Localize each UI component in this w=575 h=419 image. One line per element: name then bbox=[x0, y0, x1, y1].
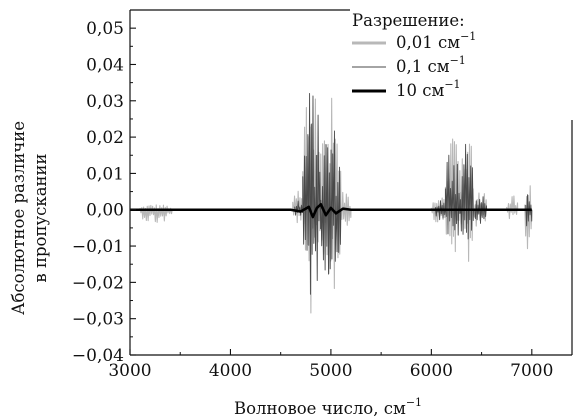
y-tick-label: 0,03 bbox=[86, 92, 124, 112]
legend: Разрешение: 0,01 см−10,1 см−110 см−1 bbox=[352, 11, 476, 100]
y-tick-label: −0,02 bbox=[72, 273, 124, 293]
x-tick-label: 4000 bbox=[209, 361, 252, 381]
y-tick-label: −0,01 bbox=[72, 237, 124, 257]
x-axis-title: Волновое число, см−1 bbox=[234, 396, 422, 418]
x-tick-label: 6000 bbox=[410, 361, 453, 381]
legend-label-3: 10 см−1 bbox=[396, 78, 461, 100]
legend-label-2: 0,1 см−1 bbox=[396, 54, 466, 76]
y-tick-label: −0,04 bbox=[72, 346, 124, 366]
y-tick-label: 0,01 bbox=[86, 164, 124, 184]
y-axis-title-line1: Абсолютное различие bbox=[9, 121, 28, 315]
y-tick-label: 0,05 bbox=[86, 19, 124, 39]
y-axis-title-line2: в пропускании bbox=[31, 153, 50, 282]
x-tick-label: 5000 bbox=[309, 361, 352, 381]
series-layer bbox=[130, 92, 533, 314]
x-tick-label: 7000 bbox=[510, 361, 553, 381]
x-axis-title-text: Волновое число, см bbox=[234, 399, 406, 418]
axes-layer bbox=[129, 9, 573, 356]
legend-title: Разрешение: bbox=[352, 11, 465, 30]
legend-entries: 0,01 см−10,1 см−110 см−1 bbox=[352, 30, 476, 100]
y-tick-label: 0,02 bbox=[86, 128, 124, 148]
series-2-line bbox=[294, 92, 533, 295]
series-3-line bbox=[130, 202, 532, 219]
legend-label-1: 0,01 см−1 bbox=[396, 30, 476, 52]
x-axis-title-sup: −1 bbox=[406, 396, 422, 409]
y-tick-label: 0,04 bbox=[86, 55, 124, 75]
ticks-layer: 3000 4000 5000 6000 7000 0,05 0,04 0,03 0,02 0,01… bbox=[72, 19, 554, 381]
y-tick-label: −0,03 bbox=[72, 310, 124, 330]
y-tick-label: 0,00 bbox=[86, 201, 124, 221]
x-tick-label: 3000 bbox=[108, 361, 151, 381]
